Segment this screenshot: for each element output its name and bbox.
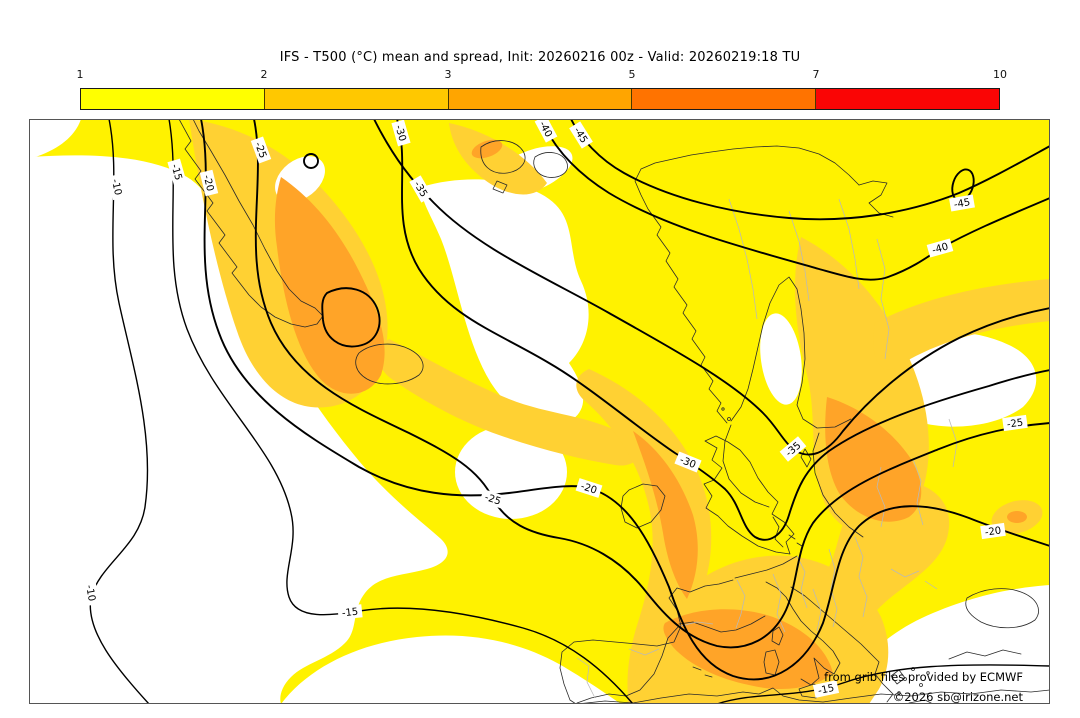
svg-text:-20: -20 <box>579 481 598 497</box>
map-border <box>29 119 1050 704</box>
colorbar-segment-2-3 <box>263 89 448 109</box>
contours-outer <box>89 119 1050 704</box>
colorbar-tick-2: 2 <box>260 68 268 81</box>
svg-text:-10: -10 <box>109 178 123 196</box>
contour-label--20: -20 <box>980 522 1006 540</box>
chart-title: IFS - T500 (°C) mean and spread, Init: 2… <box>279 50 801 65</box>
country-borders <box>576 198 958 699</box>
svg-text:-15: -15 <box>341 607 358 620</box>
svg-text:-20: -20 <box>201 174 216 193</box>
map-svg: -10-15-20-25-30-35-40 -45-45-40-35-30-20-… <box>29 119 1050 704</box>
contour-labels: -10-15-20-25-30-35-40 -45-45-40-35-30-20-… <box>82 119 1028 698</box>
contour-label--15: -15 <box>167 158 187 186</box>
svg-text:-15: -15 <box>168 163 183 182</box>
contour-label--20: -20 <box>199 169 219 197</box>
colorbar-segment-1-2 <box>81 89 264 109</box>
contour-label--40: -40 <box>926 238 954 258</box>
contour-label--20: -20 <box>575 478 603 498</box>
contour-label--30: -30 <box>391 119 411 147</box>
colorbar-tick-3: 3 <box>444 68 452 81</box>
contour-label--15: -15 <box>337 604 363 620</box>
svg-text:-30: -30 <box>392 124 407 143</box>
colorbar-segment-3-5 <box>447 89 632 109</box>
svg-text:-15: -15 <box>817 683 835 697</box>
colorbar-tick-10: 10 <box>993 68 1007 81</box>
colorbar-tick-5: 5 <box>628 68 636 81</box>
svg-text:-25: -25 <box>1006 417 1024 430</box>
colorbar-tick-7: 7 <box>812 68 820 81</box>
contour-label--25: -25 <box>250 136 272 164</box>
contour-label--10: -10 <box>108 173 126 201</box>
attribution-copyright: ©2026 sb@irizone.net <box>893 690 1024 704</box>
spread-colorbar <box>80 88 1000 110</box>
colorbar-segment-7-10 <box>815 89 999 109</box>
map-area: -10 -15 -20 -25 -30 -35 -40 -45 -45 -40 -35 -30 -20-… <box>29 119 1050 704</box>
contours-main <box>200 119 1050 681</box>
svg-text:-10: -10 <box>83 584 97 602</box>
svg-text:-25: -25 <box>483 492 502 508</box>
contour-label--25: -25 <box>479 489 507 509</box>
svg-text:-25: -25 <box>252 141 268 160</box>
colorbar-ticks: 1 2 3 5 7 10 <box>76 68 1008 84</box>
attribution-source: from grib files provided by ECMWF <box>824 670 1023 684</box>
contour-label--25: -25 <box>1002 414 1028 432</box>
contour-label--45: -45 <box>949 194 975 212</box>
svg-text:-40: -40 <box>931 241 950 256</box>
colorbar-tick-1: 1 <box>76 68 84 81</box>
colorbar-segment-5-7 <box>631 89 816 109</box>
svg-text:-45: -45 <box>953 197 971 211</box>
low-spread-regions <box>29 119 1050 704</box>
spread-fill-orange <box>274 139 1027 689</box>
contour-label--10: -10 <box>82 580 100 606</box>
contour-label--15: -15 <box>812 680 840 698</box>
svg-text:-20: -20 <box>984 525 1002 538</box>
